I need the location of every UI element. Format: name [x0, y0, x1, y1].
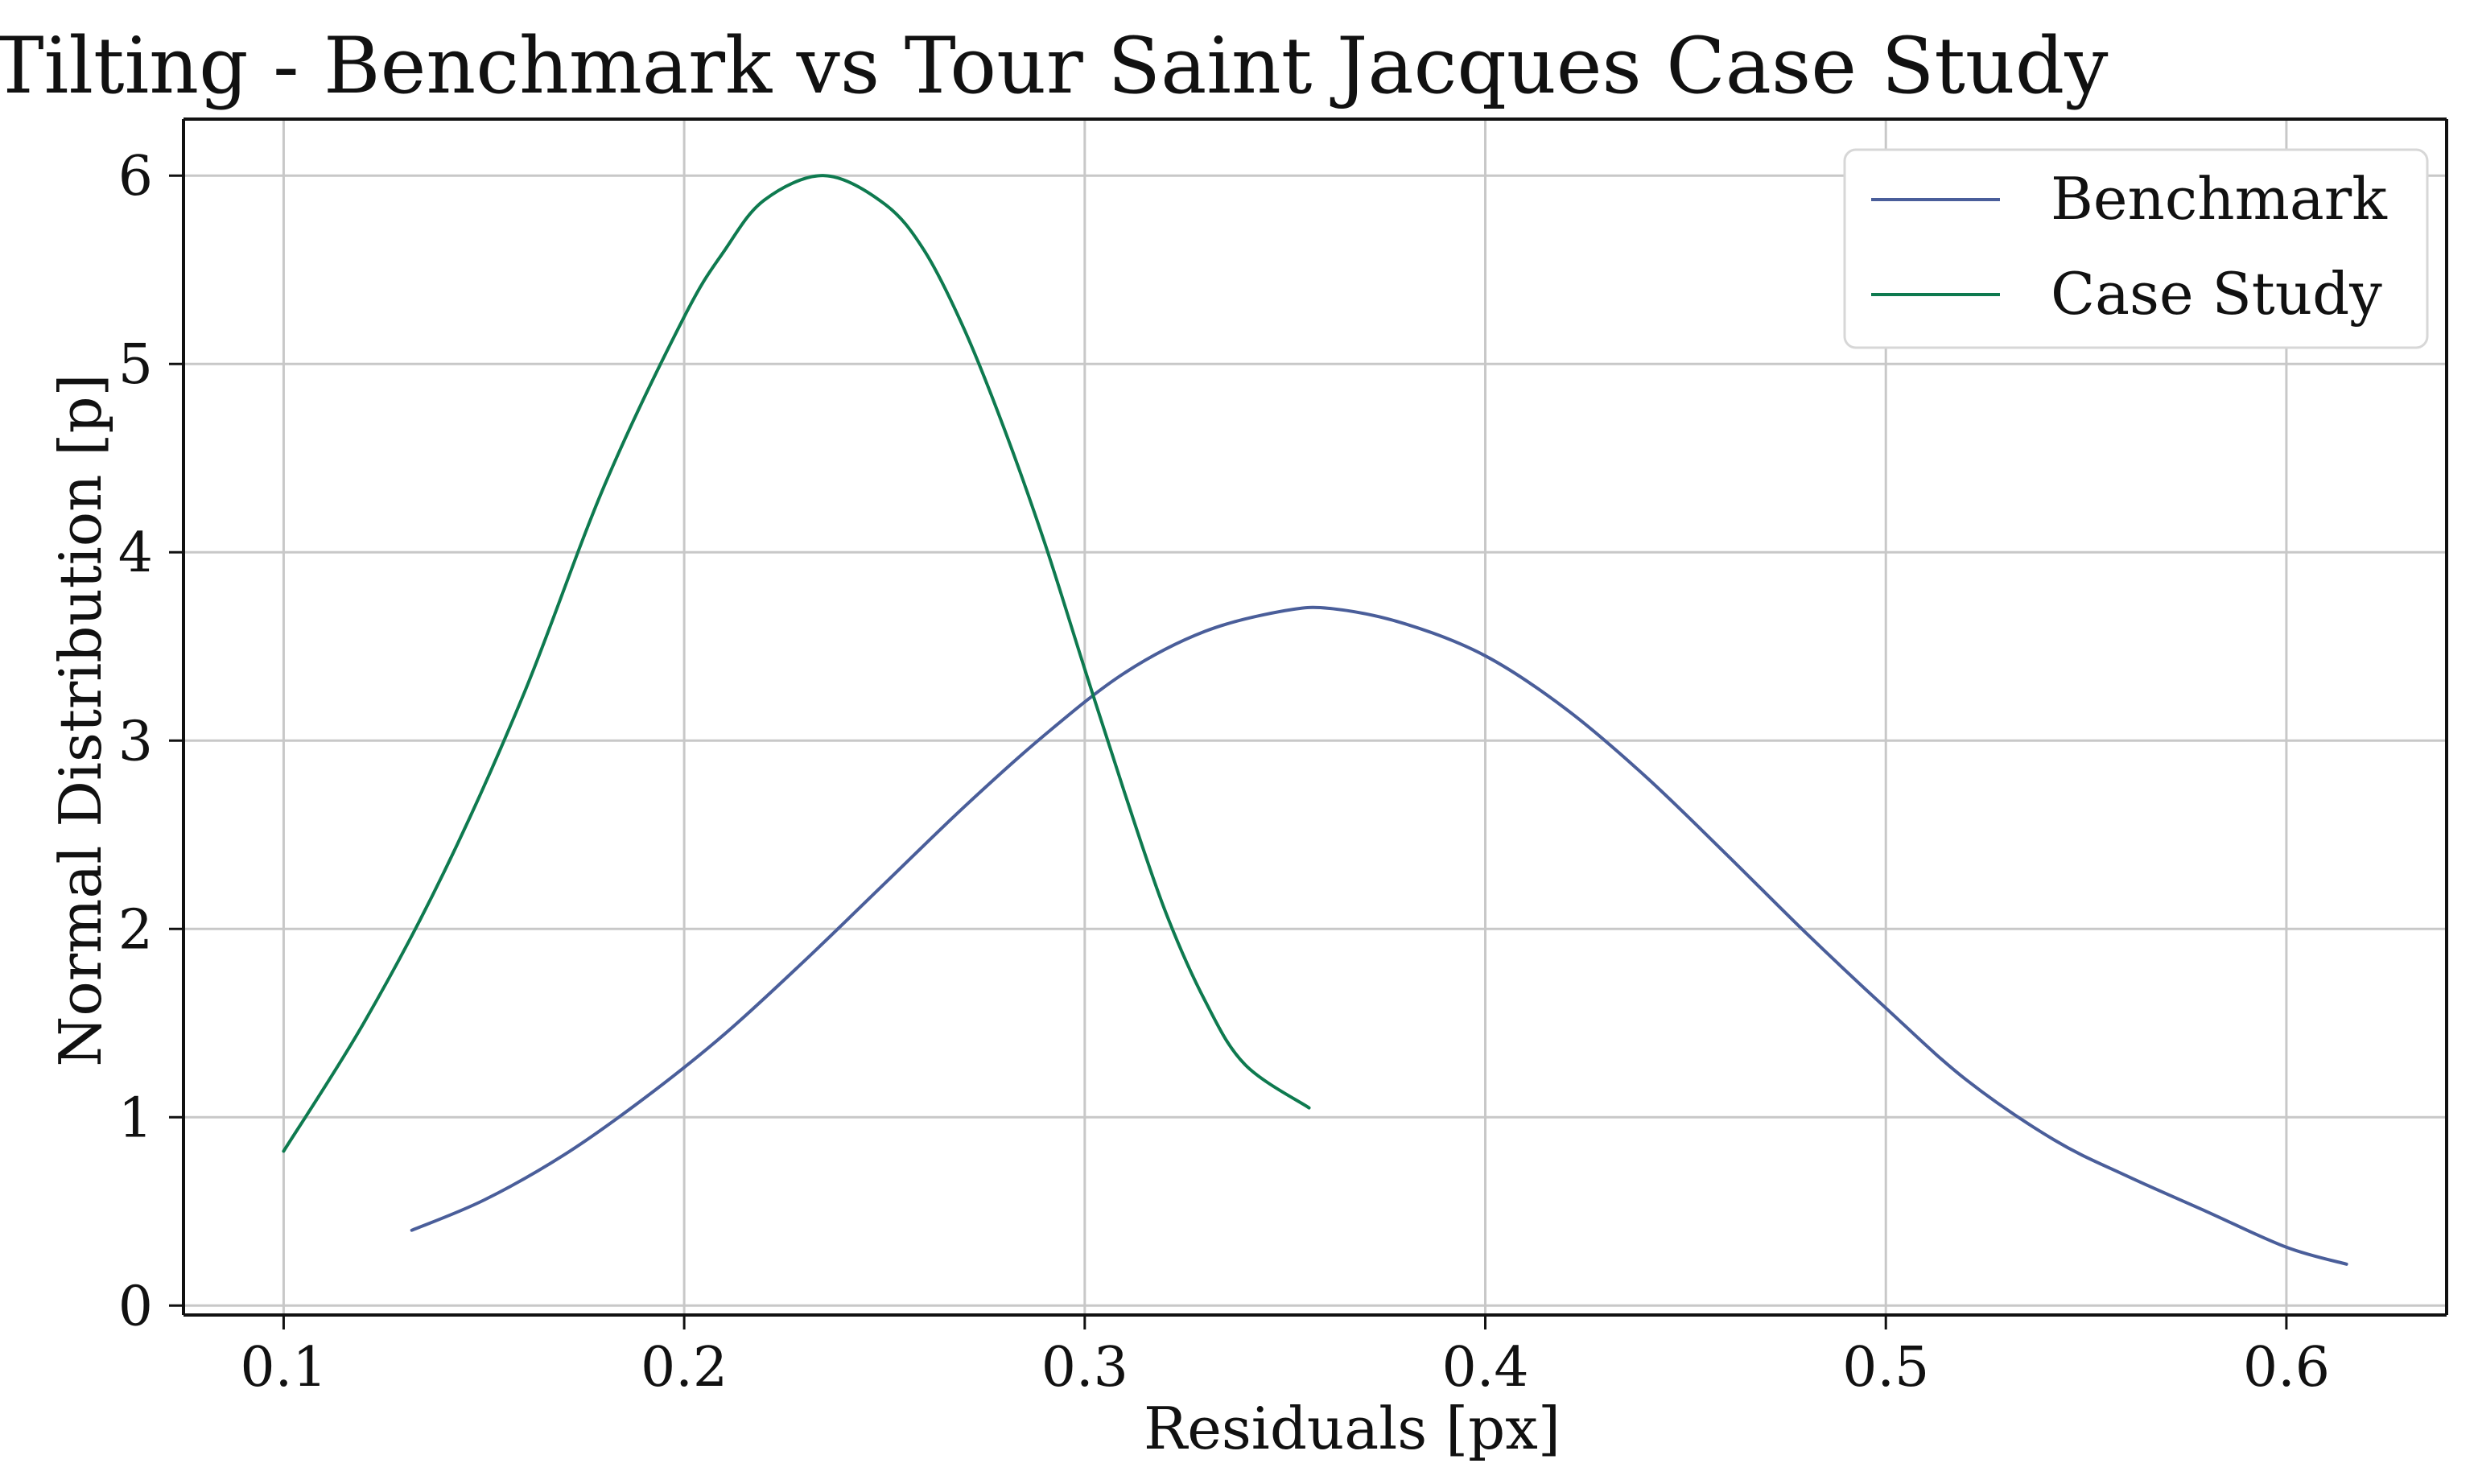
x-tick-label-0.6: 0.6: [2243, 1336, 2330, 1399]
legend-label-case-study: Case Study: [2051, 260, 2382, 328]
x-tick-label-0.5: 0.5: [1842, 1336, 1929, 1399]
x-axis-label: Residuals [px]: [1144, 1395, 1561, 1462]
y-axis-label: Normal Distribution [p]: [47, 373, 114, 1066]
legend-label-benchmark: Benchmark: [2051, 165, 2388, 233]
y-tick-label-5: 5: [118, 333, 153, 397]
series-line-case-study: [282, 174, 1311, 1153]
y-tick-label-3: 3: [118, 710, 153, 773]
y-tick-label-2: 2: [118, 898, 153, 962]
series-line-benchmark: [410, 605, 2348, 1266]
x-tick-label-0.4: 0.4: [1441, 1336, 1528, 1399]
y-tick-label-1: 1: [118, 1086, 153, 1150]
x-tick-label-0.1: 0.1: [240, 1336, 327, 1399]
plot-area: 0.1 0.2 0.3 0.4 0.5 0.6 0 1 2 3 4 5 6 Benchmark Case S…: [118, 117, 2448, 1399]
chart-title: Tilting - Benchmark vs Tour Saint Jacque…: [0, 21, 2108, 111]
legend: Benchmark Case Study: [1843, 148, 2429, 349]
x-tick-label-0.2: 0.2: [641, 1336, 728, 1399]
y-tick-label-0: 0: [118, 1275, 153, 1338]
y-tick-label-4: 4: [118, 521, 153, 585]
y-tick-label-6: 6: [118, 145, 153, 208]
x-tick-label-0.3: 0.3: [1041, 1336, 1128, 1399]
